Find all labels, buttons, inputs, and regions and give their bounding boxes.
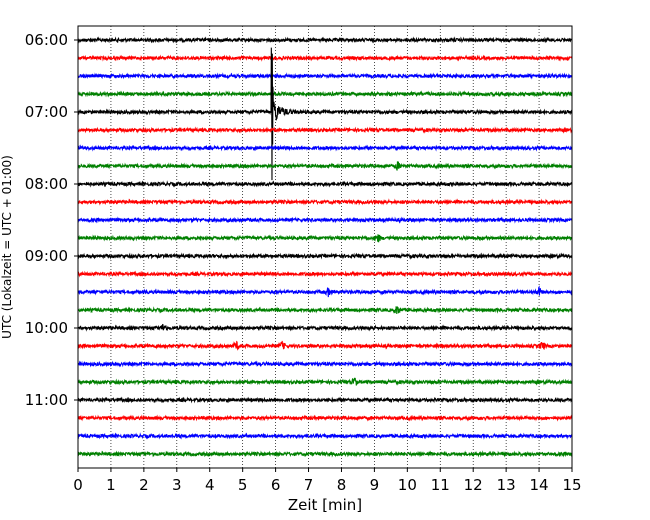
y-tick-label: 09:00 <box>25 247 68 265</box>
x-tick-label: 0 <box>73 476 83 494</box>
trace-1045 <box>78 377 572 386</box>
trace-0600 <box>78 36 572 44</box>
x-tick-label: 5 <box>238 476 248 494</box>
x-tick-label: 1 <box>106 476 116 494</box>
y-tick-label: 08:00 <box>25 175 68 193</box>
trace-1000 <box>78 323 572 332</box>
trace-0830 <box>78 216 572 224</box>
trace-0615 <box>78 54 572 62</box>
trace-0630 <box>78 72 572 80</box>
trace-0800 <box>78 180 572 188</box>
x-axis-ticks: 0 1 2 3 4 5 6 7 8 9 10 11 12 13 14 15 <box>73 468 582 494</box>
x-tick-label: 8 <box>337 476 347 494</box>
x-axis-label: Zeit [min] <box>288 496 362 514</box>
x-tick-label: 11 <box>431 476 450 494</box>
trace-0815 <box>78 198 572 206</box>
trace-0745 <box>78 161 572 171</box>
trace-0700 <box>78 47 572 181</box>
y-tick-label: 10:00 <box>25 319 68 337</box>
y-tick-label: 06:00 <box>25 31 68 49</box>
trace-0645 <box>78 90 572 98</box>
trace-0930 <box>78 285 572 298</box>
y-axis-label: UTC (Lokalzeit = UTC + 01:00) <box>0 155 14 339</box>
x-tick-label: 9 <box>370 476 380 494</box>
x-tick-label: 15 <box>562 476 581 494</box>
y-tick-label: 07:00 <box>25 103 68 121</box>
trace-0915 <box>78 270 572 278</box>
x-tick-label: 6 <box>271 476 281 494</box>
trace-1145 <box>78 450 572 458</box>
trace-1115 <box>78 414 572 422</box>
x-tick-label: 7 <box>304 476 314 494</box>
y-axis-ticks: 06:00 07:00 08:00 09:00 10:00 11:00 <box>25 31 78 409</box>
trace-1100 <box>78 396 572 404</box>
x-tick-label: 4 <box>205 476 215 494</box>
x-tick-label: 13 <box>497 476 516 494</box>
x-tick-label: 3 <box>172 476 182 494</box>
plot-frame <box>77 25 573 469</box>
y-tick-label: 11:00 <box>25 391 68 409</box>
trace-0845 <box>78 234 572 243</box>
seismic-traces <box>78 36 572 458</box>
trace-0715 <box>78 126 572 134</box>
x-tick-label: 2 <box>139 476 149 494</box>
x-tick-label: 12 <box>464 476 483 494</box>
x-tick-label: 10 <box>398 476 417 494</box>
trace-1030 <box>78 360 572 368</box>
trace-1015 <box>78 340 572 351</box>
x-tick-label: 14 <box>530 476 549 494</box>
trace-0900 <box>78 252 572 260</box>
trace-0730 <box>78 144 572 152</box>
trace-1130 <box>78 432 572 440</box>
trace-0945 <box>78 306 572 314</box>
